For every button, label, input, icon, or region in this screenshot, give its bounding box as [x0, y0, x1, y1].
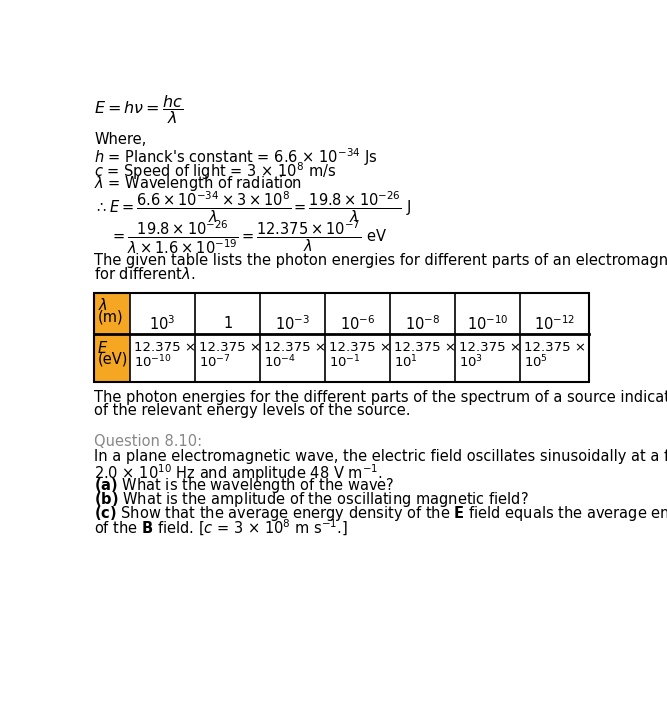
- Text: 12.375 ×: 12.375 ×: [134, 341, 195, 354]
- Text: $\mathbf{(c)}$ Show that the average energy density of the $\mathbf{E}$ field eq: $\mathbf{(c)}$ Show that the average ene…: [94, 503, 667, 523]
- Text: $10^{5}$: $10^{5}$: [524, 353, 548, 370]
- Text: $\therefore E = \dfrac{6.6\times10^{-34}\times3\times10^{8}}{\lambda} = \dfrac{1: $\therefore E = \dfrac{6.6\times10^{-34}…: [94, 190, 412, 226]
- Text: 12.375 ×: 12.375 ×: [524, 341, 586, 354]
- Text: (m): (m): [97, 310, 123, 325]
- Text: 12.375 ×: 12.375 ×: [264, 341, 326, 354]
- Text: $10^{-7}$: $10^{-7}$: [199, 353, 231, 370]
- Bar: [94, 293, 130, 382]
- Text: $\lambda$: $\lambda$: [98, 297, 108, 313]
- Text: $10^{-12}$: $10^{-12}$: [534, 315, 575, 333]
- Text: $10^{-3}$: $10^{-3}$: [275, 315, 310, 333]
- Text: $10^{-10}$: $10^{-10}$: [134, 353, 171, 370]
- Text: $\mathbf{(a)}$ What is the wavelength of the wave?: $\mathbf{(a)}$ What is the wavelength of…: [94, 476, 395, 495]
- Text: 12.375 ×: 12.375 ×: [329, 341, 391, 354]
- Bar: [94, 293, 589, 382]
- Text: The photon energies for the different parts of the spectrum of a source indicate: The photon energies for the different pa…: [94, 389, 667, 404]
- Text: $\mathbf{(b)}$ What is the amplitude of the oscillating magnetic field?: $\mathbf{(b)}$ What is the amplitude of …: [94, 490, 529, 508]
- Text: $E$: $E$: [97, 340, 109, 355]
- Text: 12.375 ×: 12.375 ×: [460, 341, 521, 354]
- Text: Question 8.10:: Question 8.10:: [94, 434, 202, 449]
- Text: 2.0 × 10$^{10}$ Hz and amplitude 48 V m$^{-1}$.: 2.0 × 10$^{10}$ Hz and amplitude 48 V m$…: [94, 462, 383, 483]
- Text: $c$ = Speed of light = 3 × 10$^{8}$ m/s: $c$ = Speed of light = 3 × 10$^{8}$ m/s: [94, 160, 336, 182]
- Text: for different$\lambda$.: for different$\lambda$.: [94, 266, 195, 282]
- Text: 12.375 ×: 12.375 ×: [199, 341, 261, 354]
- Text: In a plane electromagnetic wave, the electric field oscillates sinusoidally at a: In a plane electromagnetic wave, the ele…: [94, 449, 667, 464]
- Text: $10^{3}$: $10^{3}$: [460, 353, 484, 370]
- Text: $10^{1}$: $10^{1}$: [394, 353, 418, 370]
- Text: $E = h\nu = \dfrac{hc}{\lambda}$: $E = h\nu = \dfrac{hc}{\lambda}$: [94, 93, 183, 126]
- Text: $10^{-1}$: $10^{-1}$: [329, 353, 361, 370]
- Text: $1$: $1$: [223, 315, 233, 330]
- Text: $\lambda$ = Wavelength of radiation: $\lambda$ = Wavelength of radiation: [94, 174, 302, 193]
- Text: of the relevant energy levels of the source.: of the relevant energy levels of the sou…: [94, 403, 411, 418]
- Text: Where,: Where,: [94, 132, 147, 147]
- Text: The given table lists the photon energies for different parts of an electromagne: The given table lists the photon energie…: [94, 253, 667, 268]
- Text: $10^3$: $10^3$: [149, 315, 175, 333]
- Text: (eV): (eV): [97, 352, 127, 367]
- Text: of the $\mathbf{B}$ field. [$c$ = 3 × 10$^{8}$ m s$^{-1}$.]: of the $\mathbf{B}$ field. [$c$ = 3 × 10…: [94, 518, 348, 538]
- Text: $h$ = Planck's constant = 6.6 × 10$^{-34}$ Js: $h$ = Planck's constant = 6.6 × 10$^{-34…: [94, 146, 378, 168]
- Text: $10^{-8}$: $10^{-8}$: [406, 315, 440, 333]
- Text: $10^{-10}$: $10^{-10}$: [467, 315, 509, 333]
- Text: $10^{-6}$: $10^{-6}$: [340, 315, 376, 333]
- Text: $10^{-4}$: $10^{-4}$: [264, 353, 296, 370]
- Text: $= \dfrac{19.8\times10^{-26}}{\lambda\times1.6\times10^{-19}} = \dfrac{12.375\ti: $= \dfrac{19.8\times10^{-26}}{\lambda\ti…: [110, 218, 387, 256]
- Text: 12.375 ×: 12.375 ×: [394, 341, 456, 354]
